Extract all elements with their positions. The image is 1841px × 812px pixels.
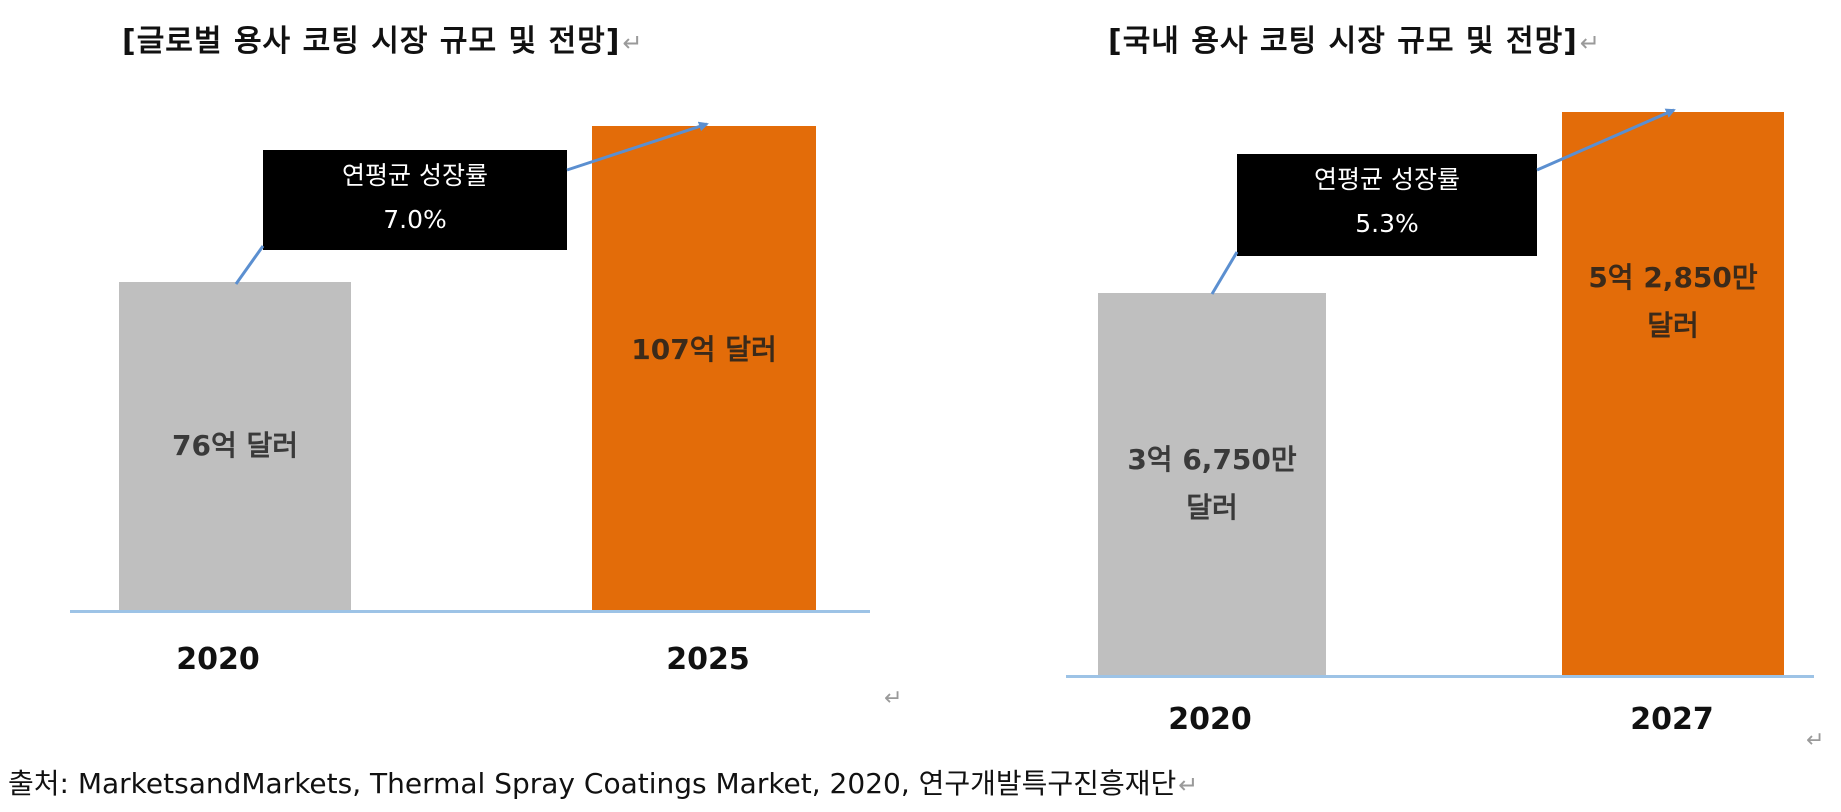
global-bar-2025-label: 107억 달러 bbox=[631, 333, 777, 367]
domestic-xlabel-2020: 2020 bbox=[1168, 702, 1252, 737]
domestic-xlabel-2027: 2027 bbox=[1630, 702, 1714, 737]
global-chart-title: [글로벌 용사 코팅 시장 규모 및 전망]↵ bbox=[122, 24, 644, 59]
domestic-chart-title: [국내 용사 코팅 시장 규모 및 전망]↵ bbox=[1108, 24, 1601, 59]
global-cagr-value: 7.0% bbox=[383, 204, 447, 234]
domestic-cagr-label: 연평균 성장률 bbox=[1314, 165, 1460, 194]
domestic-bar-2027-label: 5억 2,850만 달러 bbox=[1588, 260, 1758, 342]
domestic-cagr-box: 연평균 성장률 5.3% bbox=[1237, 154, 1537, 256]
domestic-bar-2020: 3억 6,750만 달러 bbox=[1098, 293, 1326, 675]
paragraph-mark-right: ↵ bbox=[1806, 728, 1825, 753]
domestic-cagr-value: 5.3% bbox=[1355, 208, 1419, 238]
global-cagr-label: 연평균 성장률 bbox=[342, 161, 488, 190]
global-chart-baseline bbox=[70, 610, 870, 613]
domestic-chart-baseline bbox=[1066, 675, 1814, 678]
paragraph-mark-left: ↵ bbox=[884, 686, 903, 711]
global-bar-2025: 107억 달러 bbox=[592, 126, 816, 610]
source-note: 출처: MarketsandMarkets, Thermal Spray Coa… bbox=[8, 767, 1199, 800]
global-growth-arrow bbox=[234, 245, 265, 285]
global-bar-2020: 76억 달러 bbox=[119, 282, 351, 610]
global-bar-2020-label: 76억 달러 bbox=[172, 429, 298, 463]
domestic-bar-2027: 5억 2,850만 달러 bbox=[1562, 112, 1784, 675]
domestic-bar-2020-label: 3억 6,750만 달러 bbox=[1127, 443, 1297, 524]
domestic-growth-arrow bbox=[1210, 251, 1239, 295]
global-cagr-box: 연평균 성장률 7.0% bbox=[263, 150, 567, 250]
global-xlabel-2020: 2020 bbox=[176, 642, 260, 677]
global-xlabel-2025: 2025 bbox=[666, 642, 750, 677]
